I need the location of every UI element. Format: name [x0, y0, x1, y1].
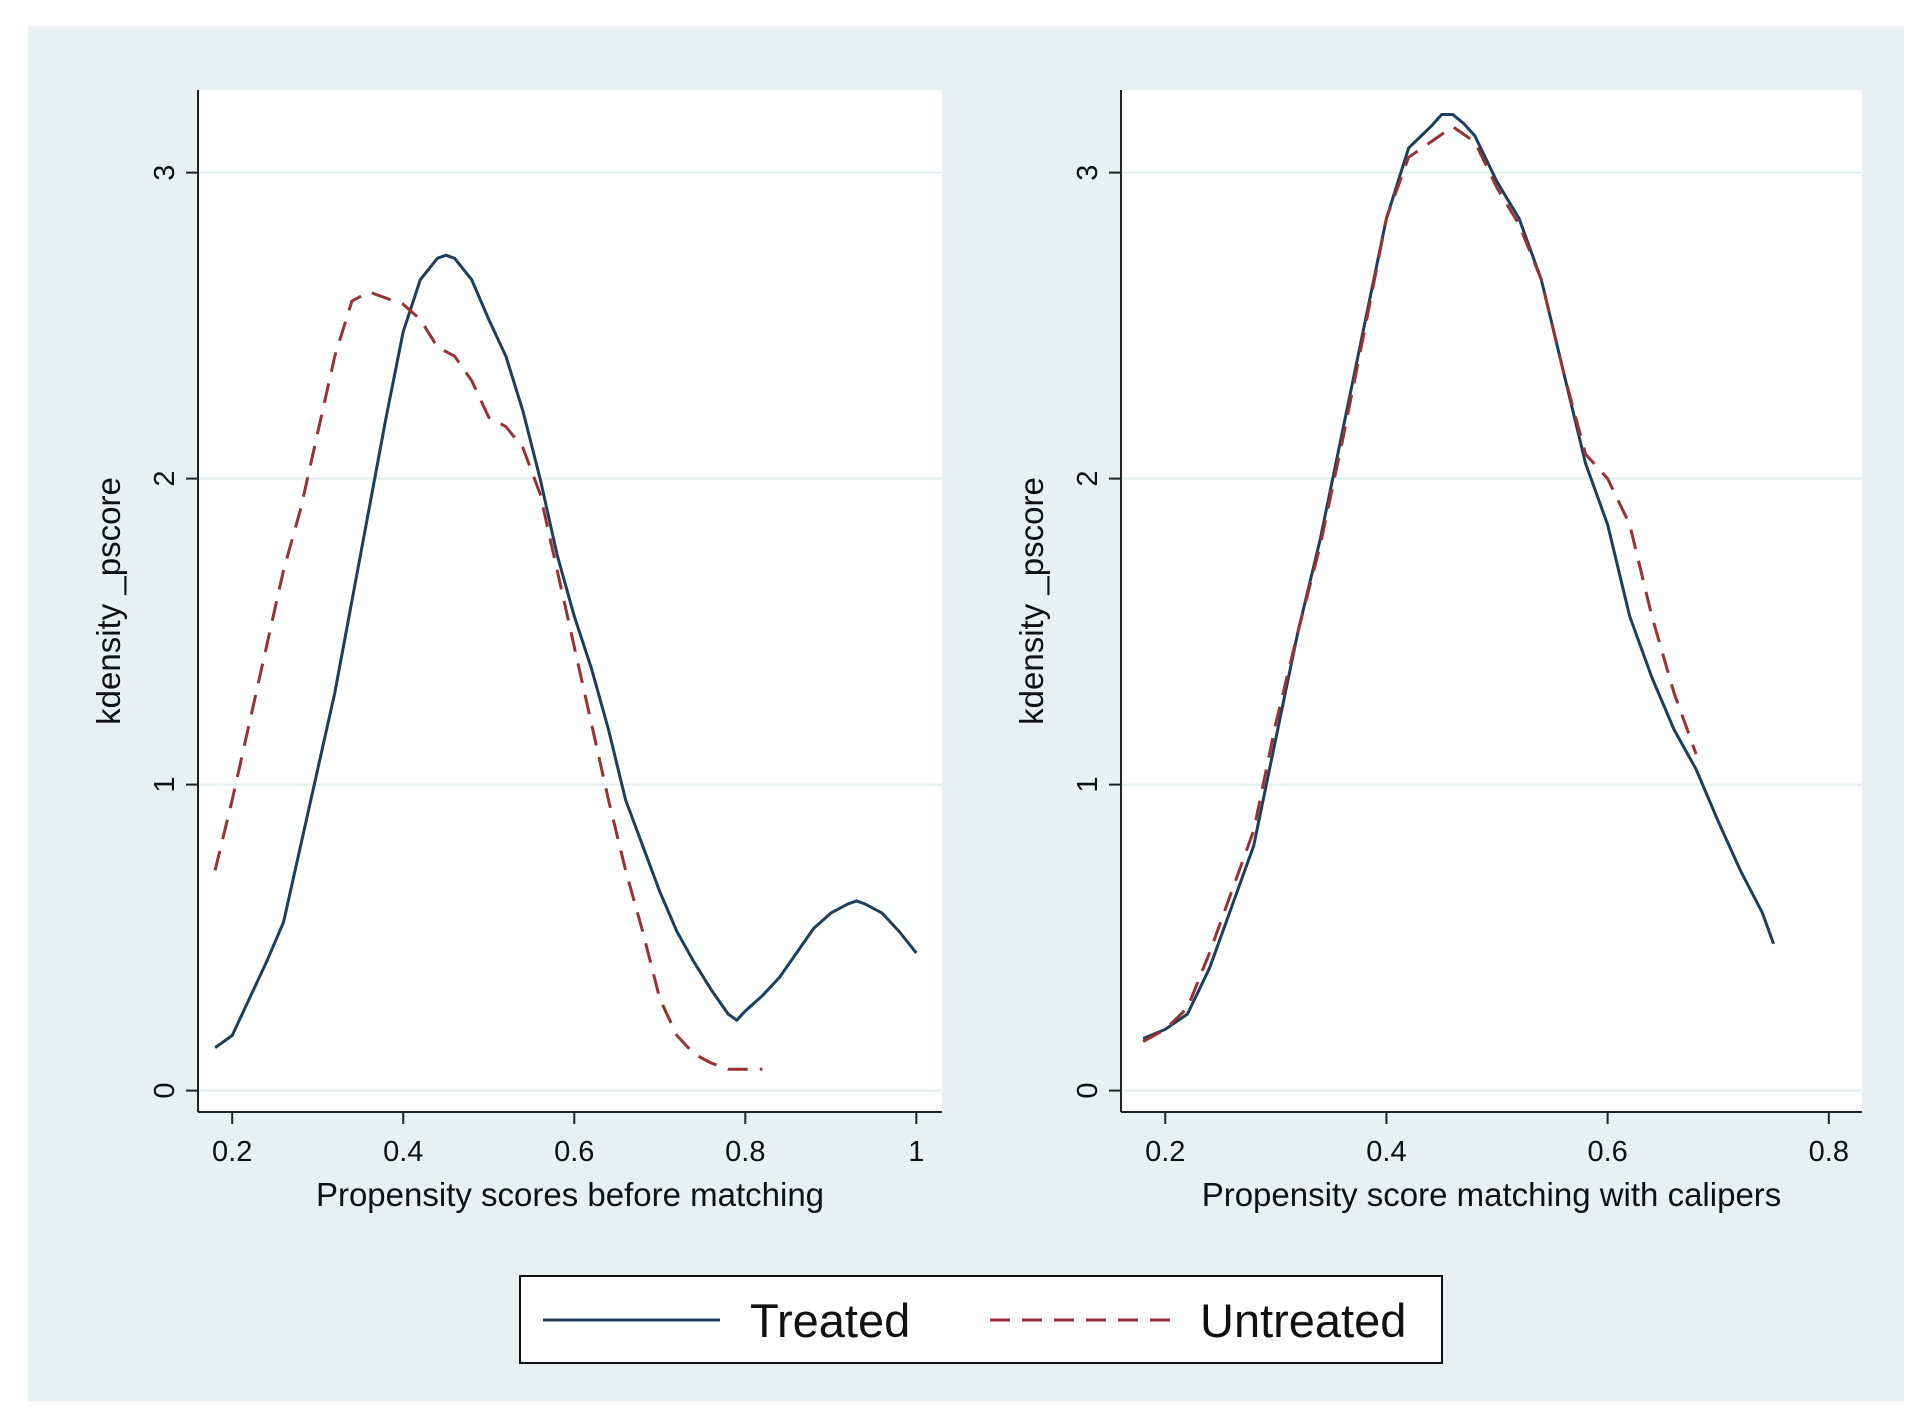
- series-line-treated: [1142, 113, 1775, 1040]
- y-tick-label: 3: [149, 165, 181, 181]
- x-tick-label: 0.2: [1145, 1136, 1185, 1168]
- y-tick-label: 1: [149, 777, 181, 793]
- series-line-untreated: [213, 290, 763, 1071]
- y-tick-label: 2: [1072, 471, 1104, 487]
- x-tick-label: 0.8: [725, 1136, 765, 1168]
- y-axis-title: kdensity _pscore: [90, 477, 127, 725]
- x-tick-label: 1: [908, 1136, 924, 1168]
- x-tick-label: 0.6: [554, 1136, 594, 1168]
- x-tick-label: 0.2: [212, 1136, 252, 1168]
- chart-panel-2: 0 1 2 3 0.2 0.4 0.6 0.8 Propensity score matchin…: [1013, 90, 1862, 1213]
- x-tick-label: 0.8: [1809, 1136, 1849, 1168]
- y-tick-label: 1: [1072, 777, 1104, 793]
- y-tick-label: 3: [1072, 165, 1104, 181]
- x-tick-label: 0.4: [1366, 1136, 1406, 1168]
- legend-label-untreated: Untreated: [1200, 1294, 1406, 1347]
- y-tick-label: 0: [149, 1083, 181, 1099]
- x-tick-label: 0.6: [1587, 1136, 1627, 1168]
- y-tick-label: 0: [1072, 1083, 1104, 1099]
- chart-panel-1: 0 1 2 3 0.2 0.4 0.6 0.8 1 Propensity scores befor…: [90, 90, 942, 1213]
- series-line-untreated: [1142, 125, 1698, 1043]
- y-tick-label: 2: [149, 471, 181, 487]
- plot-area: [1121, 90, 1862, 1112]
- x-axis-title: Propensity scores before matching: [316, 1176, 824, 1213]
- x-axis-title: Propensity score matching with calipers: [1202, 1176, 1782, 1213]
- legend: Treated Untreated: [519, 1275, 1443, 1364]
- series-line-treated: [214, 253, 918, 1049]
- x-tick-label: 0.4: [383, 1136, 423, 1168]
- legend-label-treated: Treated: [750, 1294, 910, 1347]
- y-axis-title: kdensity _pscore: [1013, 477, 1050, 725]
